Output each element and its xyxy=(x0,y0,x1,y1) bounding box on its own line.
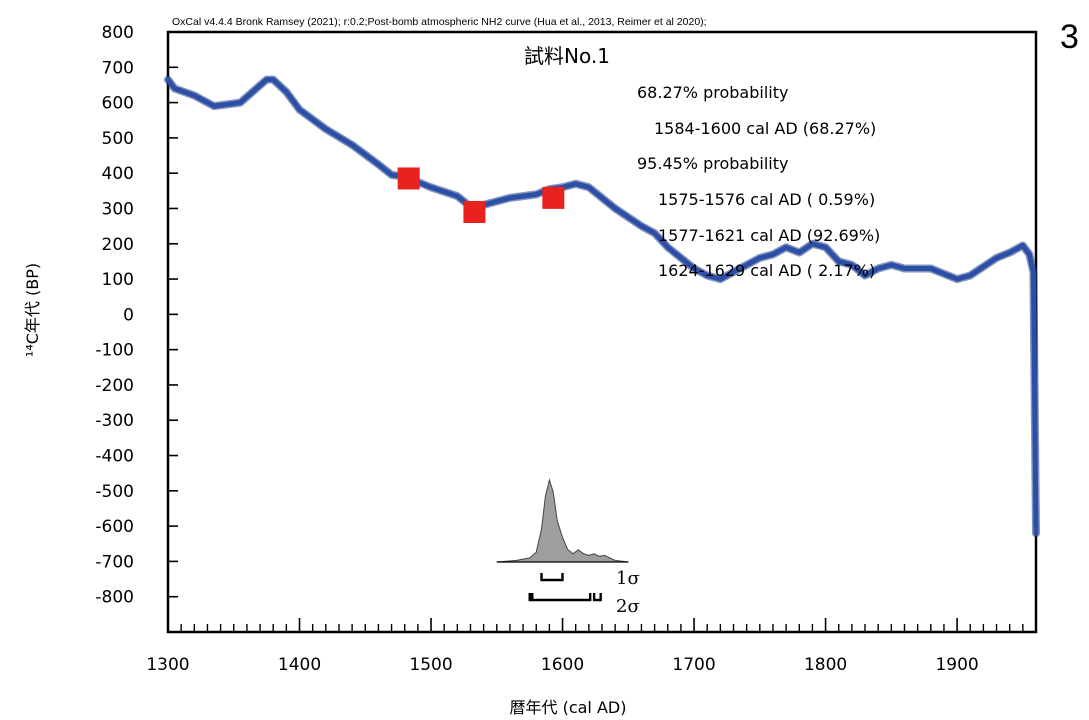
sigma1-range xyxy=(540,573,564,582)
y-tick-label: 200 xyxy=(102,235,134,255)
y-tick-label: 800 xyxy=(102,23,134,43)
sigma2-range xyxy=(531,593,592,602)
prob-68-range: 1584-1600 cal AD (68.27%) xyxy=(654,119,876,138)
x-axis-label: 暦年代 (cal AD) xyxy=(510,698,627,717)
prob-95-heading: 95.45% probability xyxy=(637,154,788,173)
x-tick-label: 1400 xyxy=(278,655,321,675)
y-tick-label: -500 xyxy=(95,482,134,502)
x-major-ticks xyxy=(167,618,958,632)
x-tick-labels: 1300 1400 1500 1600 1700 1800 1900 xyxy=(146,655,978,675)
data-points-layer xyxy=(397,167,565,223)
y-axis-label: ¹⁴C年代 (BP) xyxy=(23,263,42,357)
y-tick-label: 600 xyxy=(102,94,134,114)
probability-distribution-layer xyxy=(496,478,629,563)
chart-title: 試料No.1 xyxy=(524,44,610,68)
prob-95-range-3: 1624-1629 cal AD ( 2.17%) xyxy=(658,261,875,280)
y-tick-label: -100 xyxy=(95,341,134,361)
y-tick-marks xyxy=(168,31,178,598)
y-tick-label: -800 xyxy=(95,588,134,608)
sigma2-label: 2σ xyxy=(616,596,640,617)
prob-68-heading: 68.27% probability xyxy=(637,83,788,102)
plot-frame xyxy=(166,30,1038,634)
y-tick-label: 700 xyxy=(102,58,134,78)
chart-header: OxCal v4.4.4 Bronk Ramsey (2021); r:0.2;… xyxy=(172,16,707,28)
x-minor-ticks xyxy=(180,624,1037,632)
sigma2-range xyxy=(528,593,533,602)
data-point xyxy=(397,167,420,190)
probability-distribution xyxy=(496,478,629,563)
sigma2-range xyxy=(592,593,602,602)
y-tick-label: -600 xyxy=(95,517,134,537)
prob-95-range-2: 1577-1621 cal AD (92.69%) xyxy=(658,226,880,245)
y-tick-label: -200 xyxy=(95,376,134,396)
x-tick-label: 1900 xyxy=(935,655,978,675)
y-tick-label: -700 xyxy=(95,552,134,572)
calibration-curve xyxy=(165,77,1039,536)
y-tick-labels: 800 700 600 500 400 300 200 100 0 -100 -200 -300 -40… xyxy=(95,23,134,608)
y-tick-label: -300 xyxy=(95,411,134,431)
data-point xyxy=(463,201,486,223)
x-tick-label: 1600 xyxy=(541,655,584,675)
prob-95-range-1: 1575-1576 cal AD ( 0.59%) xyxy=(658,190,875,209)
y-tick-label: 300 xyxy=(102,199,134,219)
x-tick-label: 1800 xyxy=(804,655,847,675)
calibration-curve-layer xyxy=(164,75,1040,538)
y-tick-label: 400 xyxy=(102,164,134,184)
y-tick-label: 500 xyxy=(102,129,134,149)
x-tick-label: 1700 xyxy=(672,655,715,675)
y-tick-label: -400 xyxy=(95,447,134,467)
sigma-ranges-layer xyxy=(528,573,602,602)
data-point xyxy=(542,186,565,209)
page-number: 3 xyxy=(1060,18,1079,56)
sigma1-label: 1σ xyxy=(616,568,640,589)
y-tick-label: 0 xyxy=(123,305,134,325)
x-tick-label: 1500 xyxy=(409,655,452,675)
x-tick-label: 1300 xyxy=(146,655,189,675)
y-tick-label: 100 xyxy=(102,270,134,290)
